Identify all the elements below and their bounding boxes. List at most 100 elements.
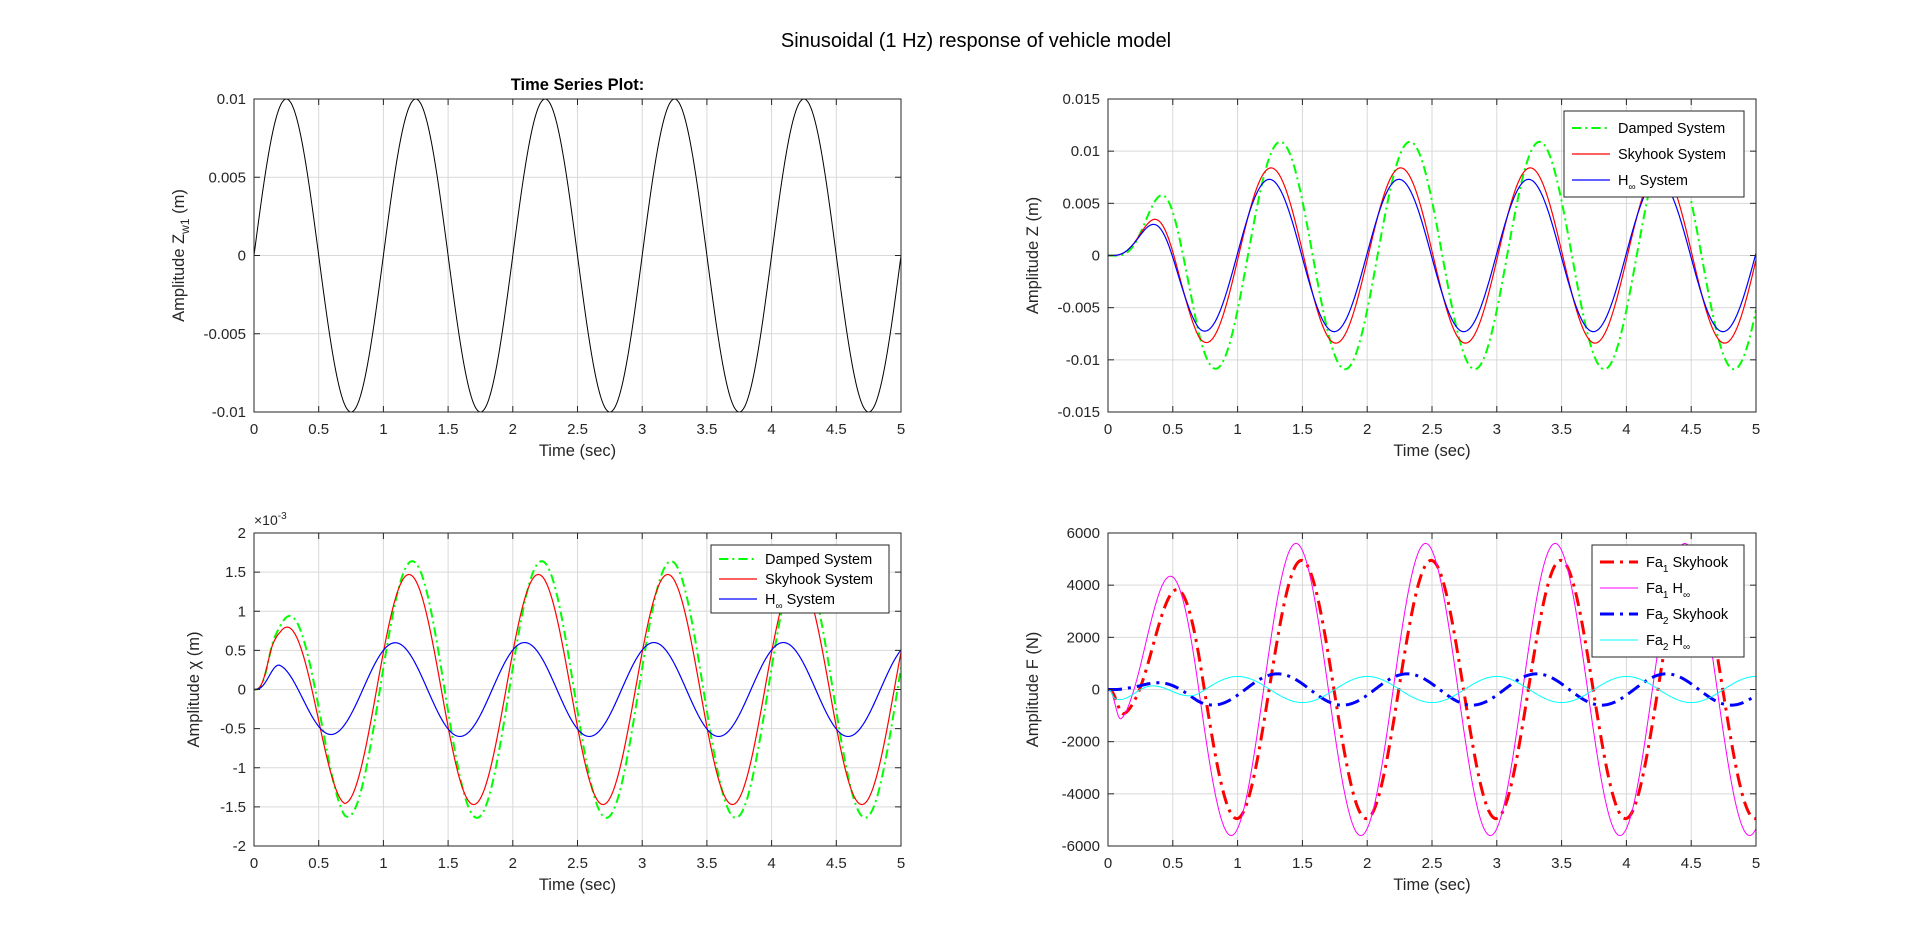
x-tick-label: 4 (767, 421, 775, 438)
y-tick-label: 0.5 (225, 642, 246, 659)
legend-label: Fa2 H∞ (1646, 633, 1690, 653)
y-tick-label: 0 (238, 682, 246, 699)
x-axis-label: Time (sec) (539, 876, 616, 894)
x-tick-label: 3.5 (696, 421, 717, 438)
y-tick-label: -2 (233, 838, 246, 855)
x-tick-label: 0.5 (308, 855, 329, 872)
y-tick-label: -4000 (1062, 786, 1100, 803)
subplot-4: 0 0.5 1 1.5 2 2.5 3 3.5 4 4.5 5 -6000 -4000 -2000 0 200… (1024, 525, 1760, 894)
x-tick-label: 0 (250, 855, 258, 872)
y-tick-label: 2000 (1067, 629, 1100, 646)
legend-label: Damped System (765, 552, 872, 568)
x-tick-label: 4.5 (1681, 855, 1702, 872)
y-tick-label: -0.01 (1066, 352, 1100, 369)
legend-label: Fa1 H∞ (1646, 581, 1690, 601)
y-tick-label: 0.01 (1071, 143, 1100, 160)
y-tick-label: 1 (238, 603, 246, 620)
y-tick-label: 0.01 (217, 91, 246, 108)
x-axis-label: Time (sec) (1393, 876, 1470, 894)
subplot-2: 0 0.5 1 1.5 2 2.5 3 3.5 4 4.5 5 -0.015 -0.01 -0.005 0 0… (1024, 91, 1760, 460)
legend-label: H∞ System (1618, 173, 1688, 193)
x-tick-label: 5 (1752, 421, 1760, 438)
legend-label: H∞ System (765, 592, 835, 612)
series-line-fa-2-skyhook (1108, 672, 1756, 707)
y-tick-label: 0.005 (1062, 195, 1100, 212)
y-tick-label: -0.5 (220, 721, 246, 738)
x-tick-label: 4.5 (826, 855, 847, 872)
x-tick-label: 1 (1233, 855, 1241, 872)
x-tick-label: 2 (509, 855, 517, 872)
x-axis-label: Time (sec) (539, 442, 616, 460)
x-tick-label: 2 (1363, 855, 1371, 872)
x-tick-label: 2.5 (1422, 855, 1443, 872)
x-tick-label: 5 (897, 421, 905, 438)
x-axis-label: Time (sec) (1393, 442, 1470, 460)
x-tick-label: 2 (509, 421, 517, 438)
x-tick-label: 3.5 (696, 855, 717, 872)
legend-label: Fa2 Skyhook (1646, 607, 1729, 627)
x-tick-label: 1 (379, 855, 387, 872)
y-tick-label: -1 (233, 760, 246, 777)
x-tick-label: 3 (1493, 855, 1501, 872)
series-line-signal (254, 99, 901, 412)
y-tick-label: -0.01 (212, 404, 246, 421)
x-tick-label: 0 (1104, 855, 1112, 872)
x-tick-label: 0.5 (1162, 855, 1183, 872)
y-tick-label: 0 (238, 248, 246, 265)
x-tick-label: 5 (897, 855, 905, 872)
y-tick-label: -1.5 (220, 799, 246, 816)
x-tick-label: 0.5 (1162, 421, 1183, 438)
y-tick-label: 2 (238, 525, 246, 542)
y-tick-label: 0.005 (208, 169, 246, 186)
x-tick-label: 1.5 (1292, 421, 1313, 438)
x-tick-label: 4.5 (826, 421, 847, 438)
y-exponent-label: ×10-3 (254, 511, 287, 528)
x-tick-label: 4 (1622, 421, 1630, 438)
y-tick-label: 6000 (1067, 525, 1100, 542)
legend-label: Skyhook System (1618, 147, 1726, 163)
series-line-fa-1-h- (1108, 542, 1756, 837)
legend-box (1591, 544, 1745, 658)
y-tick-label: -0.005 (203, 326, 246, 343)
legend-label: Fa1 Skyhook (1646, 555, 1729, 575)
x-tick-label: 3 (638, 855, 646, 872)
x-tick-label: 2 (1363, 421, 1371, 438)
subplot-1: 0 0.5 1 1.5 2 2.5 3 3.5 4 4.5 5 -0.01 -0.005 0 0.005 0.… (170, 76, 905, 460)
series-line-h-system (254, 641, 901, 738)
y-axis-label: Amplitude Zw1 (m) (170, 189, 192, 322)
y-axis-label: Amplitude Z (m) (1024, 197, 1042, 314)
x-tick-label: 3 (1493, 421, 1501, 438)
y-tick-label: 0 (1092, 682, 1100, 699)
y-tick-label: 0 (1092, 248, 1100, 265)
y-tick-label: 0.015 (1062, 91, 1100, 108)
series-line-fa-2-h- (1108, 675, 1756, 704)
x-tick-label: 2.5 (567, 855, 588, 872)
x-tick-label: 1.5 (438, 421, 459, 438)
x-tick-label: 1 (1233, 421, 1241, 438)
x-tick-label: 1.5 (438, 855, 459, 872)
y-tick-label: -0.015 (1057, 404, 1100, 421)
x-tick-label: 2.5 (1422, 421, 1443, 438)
subplot-3: 0 0.5 1 1.5 2 2.5 3 3.5 4 4.5 5 -2 -1.5 -1 -0.5 0 0.5 1 1.… (185, 511, 905, 894)
x-tick-label: 0.5 (308, 421, 329, 438)
legend-label: Skyhook System (765, 572, 873, 588)
legend: Damped System Skyhook System H∞ System (1563, 110, 1745, 198)
legend: Damped System Skyhook System H∞ System (710, 544, 890, 614)
x-tick-label: 4.5 (1681, 421, 1702, 438)
x-tick-label: 1.5 (1292, 855, 1313, 872)
y-tick-label: -6000 (1062, 838, 1100, 855)
x-tick-label: 3.5 (1551, 421, 1572, 438)
y-axis-label: Amplitude χ (m) (185, 632, 203, 748)
y-tick-label: 1.5 (225, 564, 246, 581)
y-tick-label: -0.005 (1057, 300, 1100, 317)
series-line-fa-1-skyhook (1108, 558, 1756, 821)
x-tick-label: 4 (1622, 855, 1630, 872)
figure-title: Sinusoidal (1 Hz) response of vehicle mo… (781, 30, 1171, 52)
x-tick-label: 4 (767, 855, 775, 872)
y-tick-label: -2000 (1062, 734, 1100, 751)
x-tick-label: 0 (1104, 421, 1112, 438)
x-tick-label: 2.5 (567, 421, 588, 438)
x-tick-label: 3 (638, 421, 646, 438)
x-tick-label: 5 (1752, 855, 1760, 872)
legend-label: Damped System (1618, 121, 1725, 137)
